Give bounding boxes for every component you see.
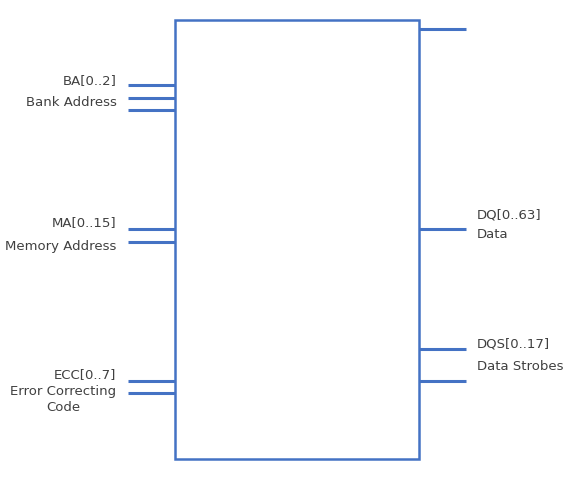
Bar <box>175 20 419 459</box>
Text: DQS[0..17]: DQS[0..17] <box>477 338 551 350</box>
Text: MA[0..15]: MA[0..15] <box>52 216 116 228</box>
Text: Memory Address: Memory Address <box>5 240 116 253</box>
Text: Data: Data <box>477 228 509 241</box>
Text: ECC[0..7]: ECC[0..7] <box>54 368 116 381</box>
Text: DQ[0..63]: DQ[0..63] <box>477 208 542 221</box>
Text: Data Strobes: Data Strobes <box>477 360 564 372</box>
Text: Error Correcting
Code: Error Correcting Code <box>10 385 116 414</box>
Text: BA[0..2]: BA[0..2] <box>62 74 116 87</box>
Text: Bank Address: Bank Address <box>26 96 116 109</box>
